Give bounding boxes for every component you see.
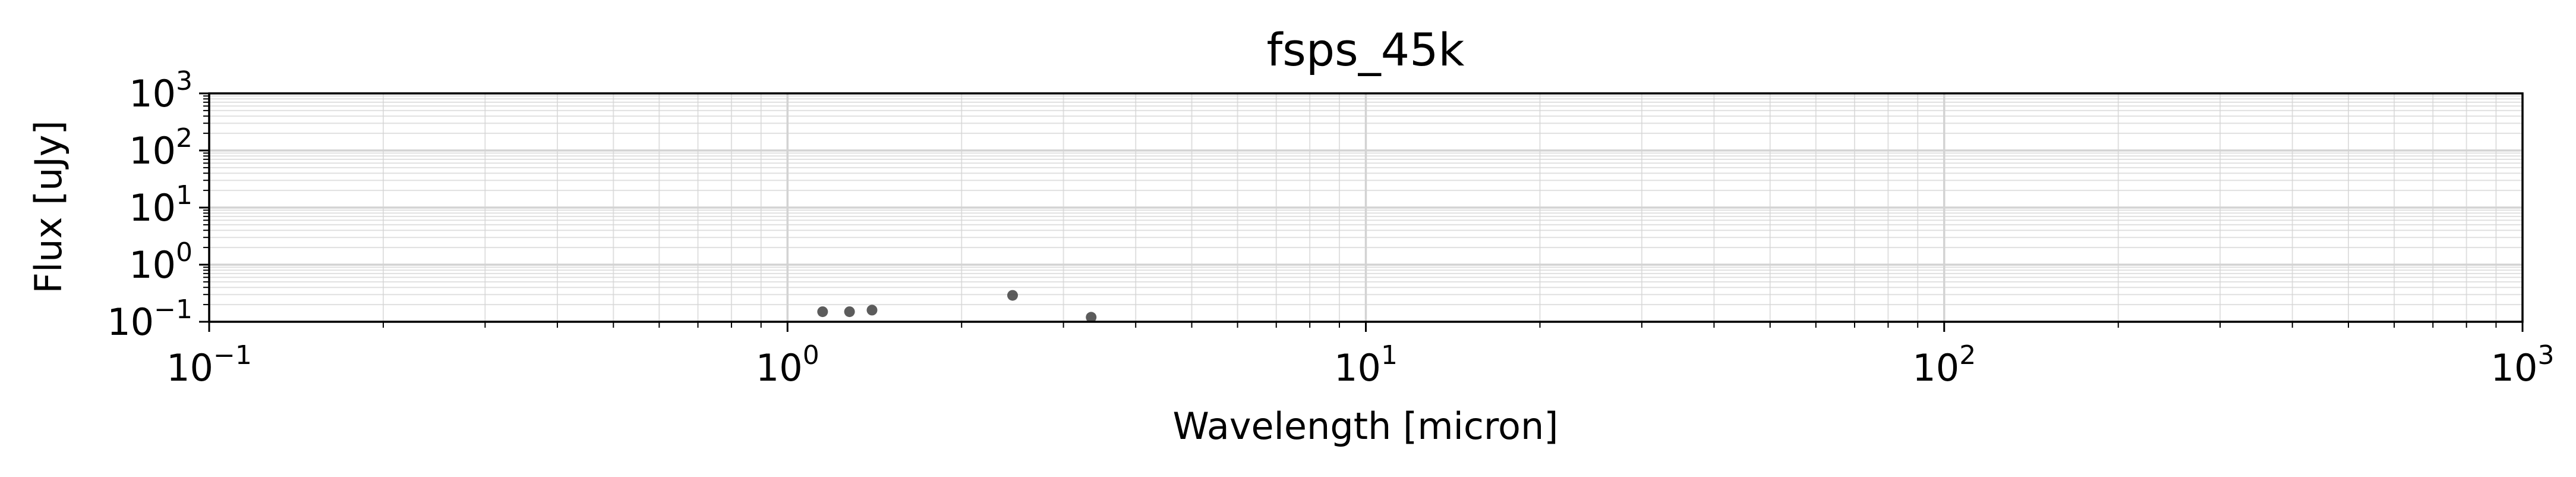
data-point <box>866 305 878 316</box>
x-tick-label: 101 <box>1334 340 1398 390</box>
data-point <box>1086 312 1097 323</box>
x-tick-label: 102 <box>1912 340 1976 390</box>
x-tick-labels: 10−1 100 101 102 103 <box>166 340 2554 390</box>
y-tick-labels: 10−1 100 101 102 103 <box>107 66 193 344</box>
data-point <box>1007 290 1019 301</box>
x-tick-label: 100 <box>756 340 819 390</box>
data-points <box>817 290 1097 323</box>
x-axis-label: Wavelength [micron] <box>1173 404 1559 448</box>
data-point <box>817 306 828 318</box>
x-tick-label: 103 <box>2491 340 2555 390</box>
data-point <box>844 306 855 318</box>
tick-marks <box>199 92 2524 332</box>
y-tick-label: 103 <box>129 66 193 115</box>
y-tick-label: 10−1 <box>107 294 193 344</box>
chart-title: fsps_45k <box>1267 23 1465 76</box>
y-tick-label: 101 <box>129 180 193 230</box>
x-tick-label: 10−1 <box>166 340 252 390</box>
y-tick-label: 102 <box>129 123 193 172</box>
y-tick-label: 100 <box>129 237 193 287</box>
y-axis-label: Flux [uJy] <box>27 120 70 293</box>
